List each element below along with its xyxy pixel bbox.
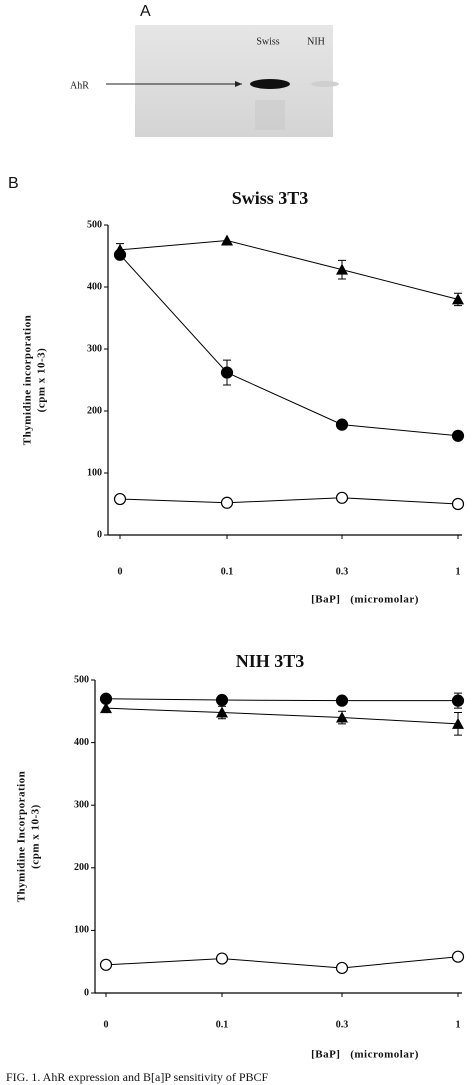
x-tick-label: 0.3 (336, 566, 349, 577)
data-point (336, 263, 348, 275)
x-axis-label: [BaP] (micromolar) (311, 1049, 419, 1061)
series-line (119, 254, 459, 437)
lane-label: NIH (307, 36, 325, 47)
data-point (216, 706, 228, 718)
x-tick-label: 0 (118, 566, 123, 577)
y-tick-label: 0 (84, 987, 89, 998)
data-point (451, 497, 465, 511)
y-axis-label: (cpm x 10-3) (30, 804, 42, 869)
series-line (119, 239, 459, 300)
panel-label: B (8, 175, 19, 192)
y-axis-label: Thymidine Incorporation (16, 771, 28, 903)
data-point (99, 958, 113, 971)
data-point (452, 293, 464, 305)
y-tick-label: 500 (74, 674, 89, 685)
data-point (215, 952, 229, 965)
data-point (336, 711, 348, 723)
data-point (335, 694, 349, 707)
data-point (215, 693, 229, 707)
x-tick-label: 0.1 (221, 566, 234, 577)
data-point (220, 366, 234, 379)
series-line (105, 698, 458, 702)
y-tick-label: 100 (74, 925, 89, 936)
chart-title: Swiss 3T3 (232, 188, 309, 208)
blot-smear (255, 100, 285, 130)
data-point (335, 418, 349, 431)
x-tick-label: 1 (456, 566, 461, 577)
x-tick-label: 1 (456, 1019, 461, 1030)
y-axis-label: Thymidine incorporation (22, 315, 34, 445)
y-tick-label: 300 (87, 343, 102, 354)
data-point (451, 429, 465, 442)
data-point (451, 950, 465, 963)
y-tick-label: 200 (74, 862, 89, 873)
series-line (119, 497, 459, 505)
series-line (105, 956, 459, 969)
y-axis-label: (cpm x 10-3) (36, 348, 48, 413)
x-axis-label: [BaP] (micromolar) (311, 594, 419, 606)
x-tick-label: 0.1 (216, 1019, 229, 1030)
data-point (451, 694, 465, 707)
panel-label: A (140, 3, 151, 20)
caption: FIG. 1. AhR expression and B[a]P sensiti… (6, 1070, 269, 1084)
y-tick-label: 500 (87, 219, 102, 230)
data-point (220, 496, 234, 509)
data-point (113, 492, 127, 506)
series-line (105, 707, 459, 725)
band-label: AhR (70, 80, 89, 91)
blot-image (135, 25, 333, 137)
y-tick-label: 400 (87, 281, 102, 292)
data-point (100, 702, 112, 714)
chart-title: NIH 3T3 (236, 651, 305, 671)
data-point (335, 491, 349, 504)
y-tick-label: 100 (87, 467, 102, 478)
data-point (452, 717, 464, 729)
blot-band-faint (311, 81, 339, 87)
y-tick-label: 400 (74, 737, 89, 748)
y-tick-label: 300 (74, 799, 89, 810)
data-point (335, 961, 349, 975)
blot-band (250, 79, 290, 89)
y-tick-label: 0 (97, 529, 102, 540)
x-tick-label: 0 (104, 1019, 109, 1030)
data-point (113, 248, 127, 261)
x-tick-label: 0.3 (336, 1019, 349, 1030)
lane-label: Swiss (256, 36, 279, 47)
y-tick-label: 200 (87, 405, 102, 416)
data-point (221, 234, 233, 246)
